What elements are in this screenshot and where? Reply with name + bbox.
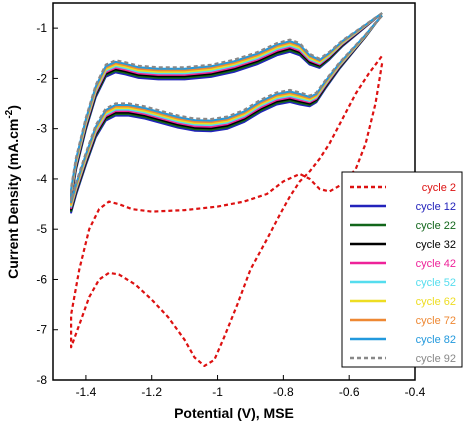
- x-tick-label: -0.6: [339, 385, 360, 399]
- y-tick-label: -4: [36, 172, 47, 186]
- y-tick-label: -3: [36, 122, 47, 136]
- legend-label: cycle 32: [416, 239, 456, 251]
- legend-label: cycle 52: [416, 277, 456, 289]
- y-tick-label: -1: [36, 21, 47, 35]
- y-tick-label: -2: [36, 71, 47, 85]
- legend-label: cycle 22: [416, 220, 456, 232]
- y-axis-title-close: ): [5, 105, 21, 110]
- y-tick-label: -6: [36, 272, 47, 286]
- y-axis-title-main: Current Density (mA.cm: [5, 119, 21, 279]
- tick-layer: -1.4 -1.2 -1 -0.8 -0.6 -0.4 -1 -2 -3 -4 -5 -6 -7 -8: [36, 21, 425, 399]
- series-layer: [70, 12, 384, 367]
- y-axis-title: Current Density (mA.cm-2): [4, 105, 21, 279]
- y-tick-label: -7: [36, 323, 47, 337]
- legend-label: cycle 92: [416, 353, 456, 365]
- legend-label: cycle 82: [416, 334, 456, 346]
- y-axis-title-sup: -2: [4, 109, 15, 118]
- x-tick-label: -1.4: [76, 385, 97, 399]
- legend-box: [341, 171, 463, 368]
- series-line: [70, 12, 383, 202]
- legend-label: cycle 2: [422, 182, 456, 194]
- y-tick-label: -5: [36, 222, 47, 236]
- x-tick-label: -0.4: [405, 385, 426, 399]
- series-line: [70, 12, 383, 204]
- legend: cycle 2 cycle 12 cycle 22 cycle 32 cycle 42 c…: [341, 171, 463, 368]
- legend-label: cycle 72: [416, 315, 456, 327]
- legend-label: cycle 12: [416, 201, 456, 213]
- legend-label: cycle 62: [416, 296, 456, 308]
- legend-label: cycle 42: [416, 258, 456, 270]
- x-tick-label: -1: [212, 385, 223, 399]
- x-tick-label: -1.2: [141, 385, 162, 399]
- x-axis-title: Potential (V), MSE: [174, 405, 294, 421]
- series-line: [70, 55, 384, 367]
- x-tick-label: -0.8: [273, 385, 294, 399]
- y-tick-label: -8: [36, 373, 47, 387]
